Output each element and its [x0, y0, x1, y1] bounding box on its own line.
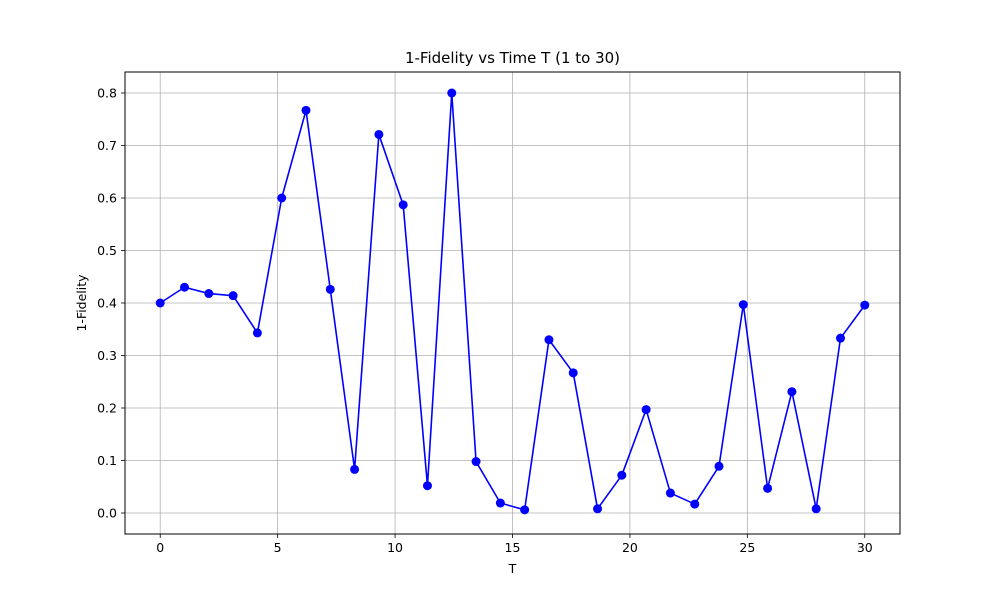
- x-tick-label: 20: [622, 540, 638, 555]
- y-tick-label: 0.7: [97, 138, 117, 153]
- x-tick-label: 10: [387, 540, 403, 555]
- data-point-marker: [252, 328, 262, 338]
- data-point-marker: [665, 488, 675, 498]
- y-tick-label: 0.2: [97, 401, 117, 416]
- data-point-marker: [155, 298, 165, 308]
- y-tick-label: 0.8: [97, 86, 117, 101]
- data-point-marker: [447, 88, 457, 98]
- data-point-marker: [568, 368, 578, 378]
- data-point-marker: [593, 504, 603, 514]
- data-point-marker: [301, 105, 311, 115]
- data-point-marker: [471, 457, 481, 467]
- y-tick-label: 0.1: [97, 453, 117, 468]
- data-point-marker: [228, 291, 238, 301]
- data-point-marker: [180, 282, 190, 292]
- data-point-marker: [398, 200, 408, 210]
- y-tick-label: 0.0: [97, 506, 117, 521]
- y-tick-label: 0.4: [97, 296, 117, 311]
- data-point-marker: [422, 481, 432, 491]
- chart-title: 1-Fidelity vs Time T (1 to 30): [405, 49, 620, 67]
- data-point-marker: [641, 405, 651, 415]
- y-axis-label: 1-Fidelity: [74, 274, 89, 332]
- y-tick-label: 0.5: [97, 243, 117, 258]
- data-point-marker: [787, 387, 797, 397]
- data-point-marker: [544, 335, 554, 345]
- series-line: [159, 92, 866, 511]
- data-point-marker: [690, 499, 700, 509]
- data-point-marker: [714, 461, 724, 471]
- data-point-marker: [811, 504, 821, 514]
- data-point-marker: [374, 129, 384, 139]
- x-axis-label: T: [508, 561, 517, 576]
- y-tick-label: 0.3: [97, 348, 117, 363]
- x-tick-label: 0: [156, 540, 164, 555]
- data-point-marker: [350, 464, 360, 474]
- y-tick-label: 0.6: [97, 191, 117, 206]
- x-tick-label: 30: [857, 540, 873, 555]
- x-tick-label: 15: [505, 540, 521, 555]
- series-layer: [155, 88, 870, 515]
- tick-layer: 0 5 10 15 20 25 30 0.0 0.1 0.2 0.3 0.4 0.5 0.6 0.7 0.8: [97, 86, 873, 556]
- data-point-marker: [204, 289, 214, 299]
- data-point-marker: [763, 483, 773, 493]
- data-point-marker: [520, 505, 530, 515]
- x-tick-label: 25: [739, 540, 755, 555]
- data-point-marker: [277, 193, 287, 203]
- data-point-marker: [738, 300, 748, 310]
- data-point-marker: [617, 470, 627, 480]
- data-point-marker: [495, 498, 505, 508]
- data-point-marker: [835, 333, 845, 343]
- data-point-marker: [860, 300, 870, 310]
- data-point-marker: [325, 284, 335, 294]
- x-tick-label: 5: [274, 540, 282, 555]
